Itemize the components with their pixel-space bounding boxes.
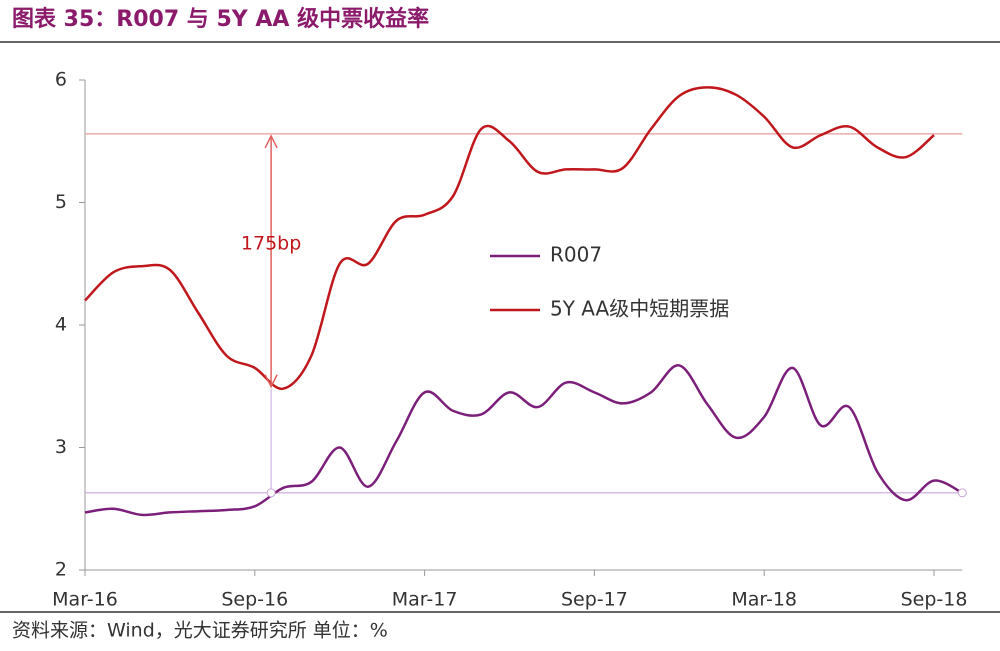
arrow-head xyxy=(264,134,278,149)
y-tick-label: 6 xyxy=(55,69,67,91)
x-tick-label: Sep-17 xyxy=(561,589,628,611)
y-tick-label: 4 xyxy=(55,314,67,336)
x-tick-label: Sep-18 xyxy=(901,589,968,611)
x-tick-label: Mar-16 xyxy=(52,589,118,611)
series-line xyxy=(84,86,935,390)
end-marker xyxy=(957,488,967,498)
annotation-label: 175bp xyxy=(241,233,301,255)
series-line xyxy=(84,364,963,517)
legend-label: 5Y AA级中短期票据 xyxy=(550,297,729,321)
source-note: 资料来源：Wind，光大证券研究所 单位：% xyxy=(12,620,388,642)
chart-title: 图表 35：R007 与 5Y AA 级中票收益率 xyxy=(12,6,429,32)
x-tick-label: Mar-18 xyxy=(731,589,797,611)
y-tick-label: 5 xyxy=(55,191,67,213)
y-tick-label: 3 xyxy=(55,436,67,458)
x-tick-label: Mar-17 xyxy=(392,589,458,611)
guide-marker xyxy=(266,488,276,498)
y-tick-label: 2 xyxy=(55,559,67,581)
x-tick-label: Sep-16 xyxy=(221,589,288,611)
arrow-head xyxy=(264,374,278,389)
legend-label: R007 xyxy=(550,243,602,267)
